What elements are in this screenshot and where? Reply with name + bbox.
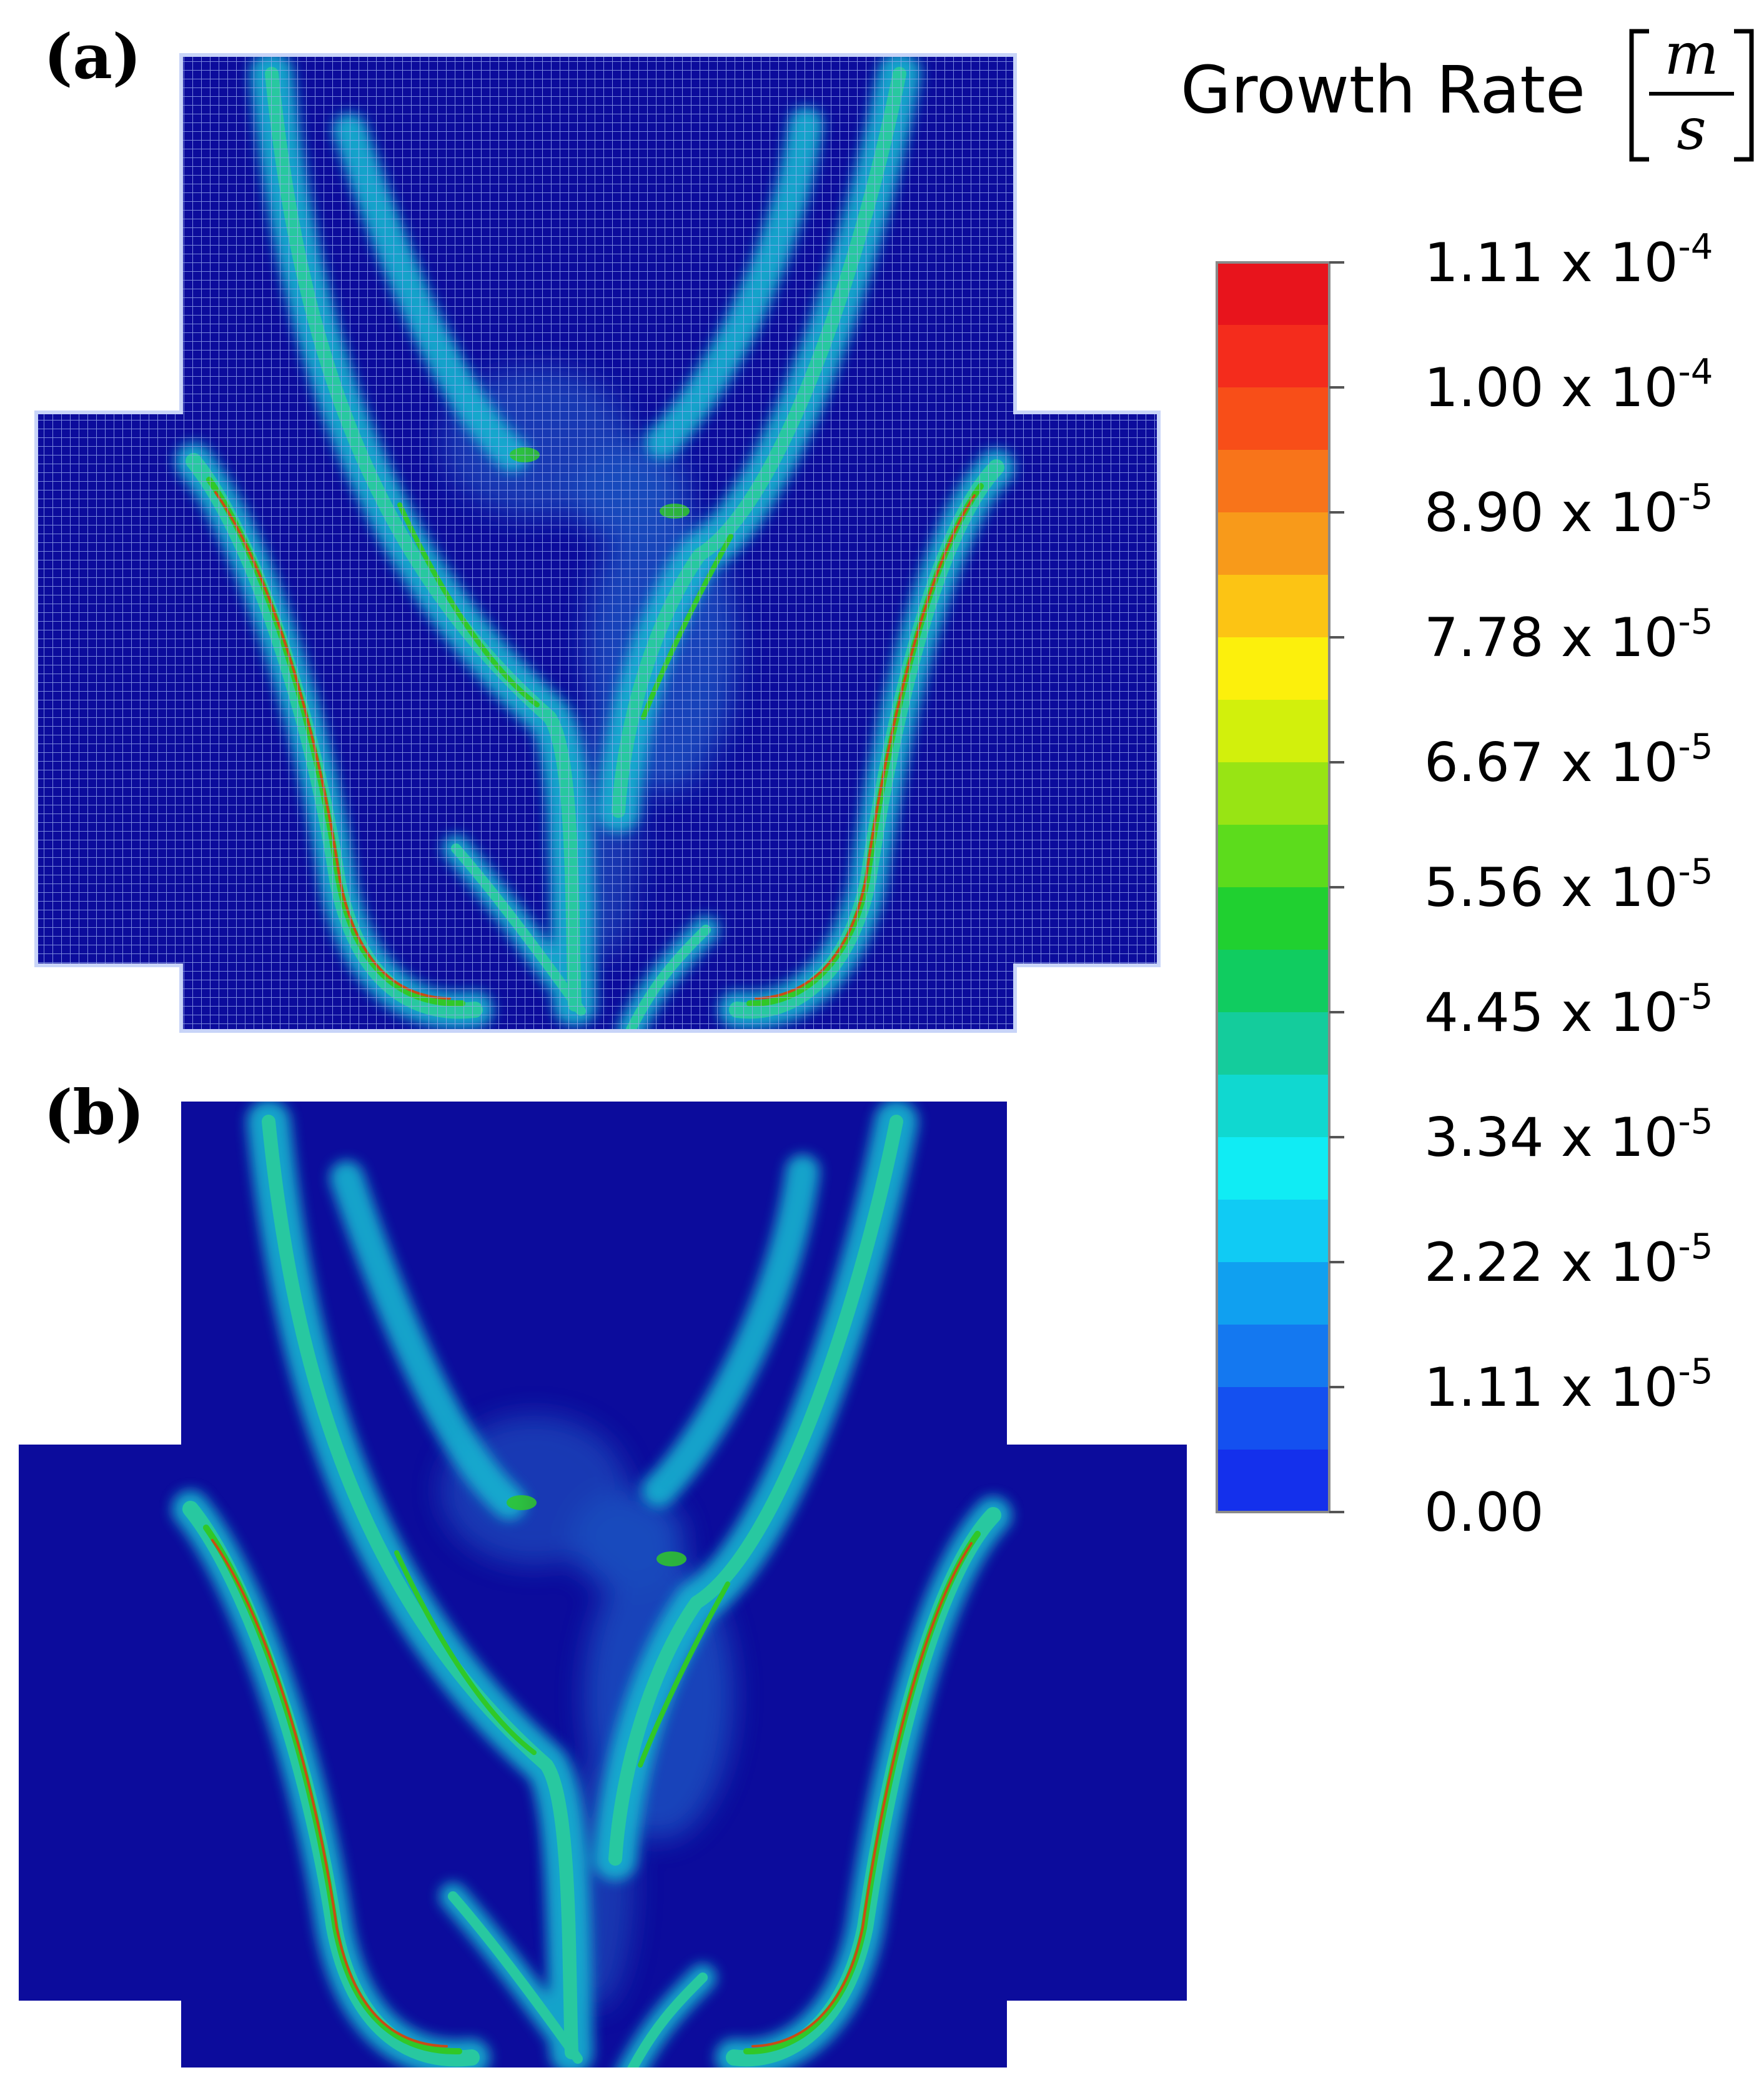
- colorbar-band: [1217, 262, 1329, 326]
- colorbar-tick-label: 5.56 x 10-5: [1424, 852, 1713, 919]
- colorbar-band: [1217, 1200, 1329, 1263]
- colorbar-title-group: Growth Rate m s: [1181, 21, 1754, 162]
- colorbar-band: [1217, 700, 1329, 763]
- colorbar-band: [1217, 387, 1329, 450]
- panel-b-label: (b): [44, 1077, 144, 1149]
- colorbar-tick-label: 0.00: [1424, 1481, 1544, 1544]
- colorbar: 1.11 x 10-4 1.00 x 10-4 8.90 x 10-5 7.78 x …: [1216, 227, 1713, 1544]
- colorbar-band: [1217, 1450, 1329, 1513]
- colorbar-tick-label: 1.00 x 10-4: [1424, 352, 1713, 419]
- colorbar-band: [1217, 762, 1329, 825]
- colorbar-band: [1217, 1325, 1329, 1388]
- colorbar-band: [1217, 1137, 1329, 1200]
- left-bracket: [1629, 29, 1649, 162]
- panel-a-label: (a): [44, 21, 141, 93]
- colorbar-title: Growth Rate: [1181, 52, 1585, 128]
- colorbar-band: [1217, 887, 1329, 950]
- unit-numerator: m: [1664, 21, 1718, 87]
- colorbar-tick-label: 7.78 x 10-5: [1424, 602, 1713, 669]
- colorbar-tick-label: 4.45 x 10-5: [1424, 977, 1713, 1044]
- colorbar-band: [1217, 325, 1329, 388]
- colorbar-band: [1217, 637, 1329, 700]
- colorbar-band: [1217, 1387, 1329, 1450]
- colorbar-tick-label: 3.34 x 10-5: [1424, 1102, 1713, 1169]
- colorbar-tick-label: 6.67 x 10-5: [1424, 727, 1713, 794]
- colorbar-band: [1217, 1262, 1329, 1325]
- colorbar-band: [1217, 825, 1329, 888]
- colorbar-band: [1217, 512, 1329, 575]
- colorbar-band: [1217, 1012, 1329, 1075]
- unit-denominator: s: [1677, 96, 1706, 162]
- panel-b: [19, 1102, 1187, 2068]
- right-bracket: [1734, 29, 1754, 162]
- colorbar-tick-label: 8.90 x 10-5: [1424, 477, 1713, 544]
- colorbar-band: [1217, 450, 1329, 513]
- colorbar-band: [1217, 950, 1329, 1013]
- panel-a: [34, 53, 1161, 1033]
- colorbar-tick-label: 2.22 x 10-5: [1424, 1227, 1713, 1294]
- colorbar-band: [1217, 575, 1329, 638]
- colorbar-tick-label: 1.11 x 10-4: [1424, 227, 1713, 294]
- colorbar-band: [1217, 1075, 1329, 1138]
- colorbar-tick-label: 1.11 x 10-5: [1424, 1351, 1713, 1419]
